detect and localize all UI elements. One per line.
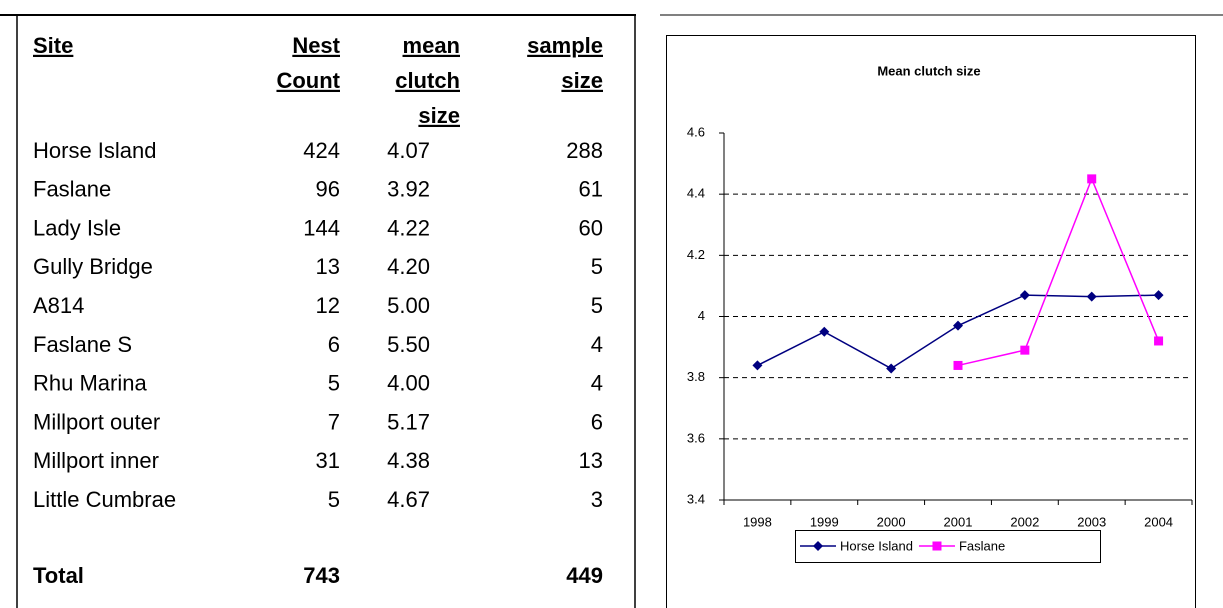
table-cell: Gully Bridge — [33, 254, 153, 279]
y-tick-label: 3.6 — [687, 430, 705, 445]
table-cell: Faslane S — [33, 332, 132, 357]
data-point — [1020, 345, 1030, 355]
y-tick-label: 4.4 — [687, 186, 705, 201]
table-cell: 424 — [303, 138, 340, 163]
table-cell: 5.50 — [387, 332, 430, 357]
table-cell: 61 — [579, 177, 603, 202]
table-cell: A814 — [33, 293, 84, 318]
column-header: Nest — [292, 33, 340, 58]
table-cell: 4.67 — [387, 487, 430, 512]
column-header: mean — [403, 33, 460, 58]
chart-frame — [666, 35, 1196, 608]
table-cell: 5 — [328, 487, 340, 512]
series-line — [957, 176, 1160, 367]
data-point — [752, 360, 763, 371]
column-header: size — [418, 103, 460, 128]
x-tick-label: 1999 — [810, 514, 839, 529]
table-cell: 96 — [316, 177, 340, 202]
total-cell: Total — [33, 563, 84, 588]
table-cell: 3 — [591, 487, 603, 512]
table-cell: 5.00 — [387, 293, 430, 318]
total-cell: 743 — [303, 563, 340, 588]
column-header: Count — [276, 68, 340, 93]
x-tick-label: 2004 — [1144, 514, 1173, 529]
legend-label: Horse Island — [840, 538, 913, 553]
x-tick-label: 2002 — [1010, 514, 1039, 529]
y-tick-label: 4.2 — [687, 247, 705, 262]
data-point — [1019, 290, 1030, 301]
chart-title: Mean clutch size — [877, 63, 980, 78]
legend-marker — [813, 541, 823, 551]
data-point — [1086, 291, 1097, 302]
y-tick-label: 4 — [698, 308, 705, 323]
table-cell: 13 — [316, 254, 340, 279]
x-tick-label: 2001 — [944, 514, 973, 529]
x-tick-label: 2003 — [1077, 514, 1106, 529]
table-cell: 13 — [579, 448, 603, 473]
table-cell: 4 — [591, 371, 603, 396]
legend-label: Faslane — [959, 538, 1005, 553]
table-cell: 12 — [316, 293, 340, 318]
table-cell: Rhu Marina — [33, 371, 147, 396]
legend-marker — [932, 541, 942, 551]
table-cell: 288 — [566, 138, 603, 163]
table-cell: 6 — [328, 332, 340, 357]
y-tick-label: 3.4 — [687, 491, 705, 506]
table-cell: Faslane — [33, 177, 111, 202]
table-cell: 4.22 — [387, 215, 430, 240]
table-cell: Lady Isle — [33, 215, 121, 240]
column-header: Site — [33, 33, 73, 58]
series-line — [757, 294, 1159, 370]
y-tick-label: 3.8 — [687, 369, 705, 384]
table-cell: 4.38 — [387, 448, 430, 473]
table-cell: 5.17 — [387, 409, 430, 434]
table-cell: 144 — [303, 215, 340, 240]
table-cell: 4.07 — [387, 138, 430, 163]
table-cell: Horse Island — [33, 138, 157, 163]
table-cell: 4 — [591, 332, 603, 357]
table-cell: 5 — [591, 254, 603, 279]
x-tick-label: 1998 — [743, 514, 772, 529]
column-header: sample — [527, 33, 603, 58]
data-point — [886, 363, 897, 374]
total-cell: 449 — [566, 563, 603, 588]
data-point — [1087, 174, 1097, 184]
table-cell: 5 — [591, 293, 603, 318]
table-cell: 4.00 — [387, 371, 430, 396]
data-point — [819, 326, 830, 337]
column-header: clutch — [395, 68, 460, 93]
table-cell: 60 — [579, 215, 603, 240]
x-tick-label: 2000 — [877, 514, 906, 529]
data-point — [1154, 336, 1164, 346]
table-cell: 7 — [328, 409, 340, 434]
table-cell: 31 — [316, 448, 340, 473]
data-point — [1153, 290, 1164, 301]
table-cell: 6 — [591, 409, 603, 434]
data-point — [953, 320, 963, 331]
column-header: size — [561, 68, 603, 93]
table-cell: 4.20 — [387, 254, 430, 279]
y-tick-label: 4.6 — [687, 124, 705, 139]
table-cell: 5 — [328, 371, 340, 396]
table-cell: Little Cumbrae — [33, 487, 176, 512]
table-cell: Millport inner — [33, 448, 159, 473]
table-cell: Millport outer — [33, 409, 160, 434]
table-cell: 3.92 — [387, 177, 430, 202]
data-point — [953, 360, 963, 370]
